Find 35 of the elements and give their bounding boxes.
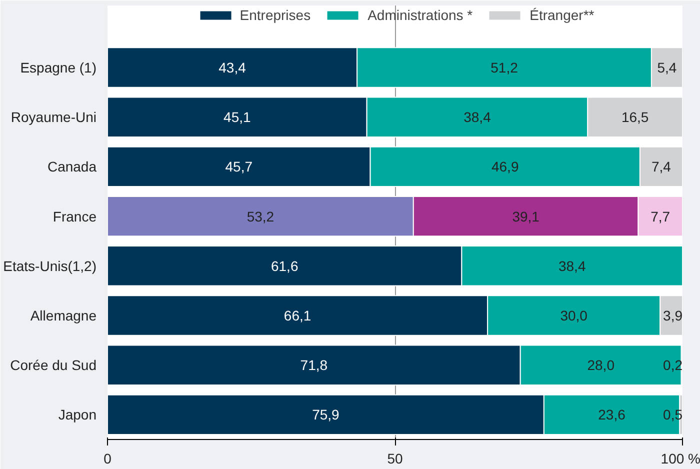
legend-label: Administrations * [368, 7, 473, 23]
y-tick-label: Corée du Sud [10, 357, 97, 374]
data-label: 38,4 [558, 258, 586, 274]
data-label: 39,1 [512, 208, 540, 224]
data-label: 51,2 [490, 60, 518, 76]
x-tick-label: 50 [387, 450, 403, 466]
data-label: 75,9 [312, 406, 340, 423]
data-label: 53,2 [246, 208, 274, 224]
data-label: 71,8 [300, 357, 328, 374]
data-label: 30,0 [560, 308, 588, 324]
data-label: 66,1 [284, 308, 312, 324]
data-label: 5,4 [657, 60, 677, 76]
legend-label: Entreprises [240, 7, 311, 23]
y-tick-label: Royaume-Uni [10, 109, 97, 126]
legend-label: Étranger** [530, 7, 594, 23]
data-label: 61,6 [270, 258, 298, 274]
x-tick-label: 100 % [660, 450, 700, 466]
data-label: 45,1 [224, 109, 251, 126]
data-label: 3,9 [663, 308, 683, 324]
x-tick-label: 0 [104, 450, 112, 466]
y-tick-label: France [52, 208, 97, 224]
y-tick-label: Japon [58, 406, 97, 423]
data-label: 28,0 [587, 357, 615, 374]
data-label: 45,7 [225, 158, 253, 175]
data-label: 16,5 [621, 109, 649, 126]
y-tick-label: Allemagne [30, 308, 97, 324]
y-tick-label: Espagne (1) [20, 60, 97, 76]
data-label: 43,4 [218, 60, 246, 76]
data-label: 7,7 [650, 208, 670, 224]
y-tick-label: Etats-Unis(1,2) [3, 258, 96, 274]
y-tick-label: Canada [47, 158, 97, 175]
data-label: 7,4 [651, 158, 672, 175]
data-label: 23,6 [598, 406, 626, 423]
data-label: 46,9 [491, 158, 519, 175]
data-label: 38,4 [464, 109, 492, 126]
